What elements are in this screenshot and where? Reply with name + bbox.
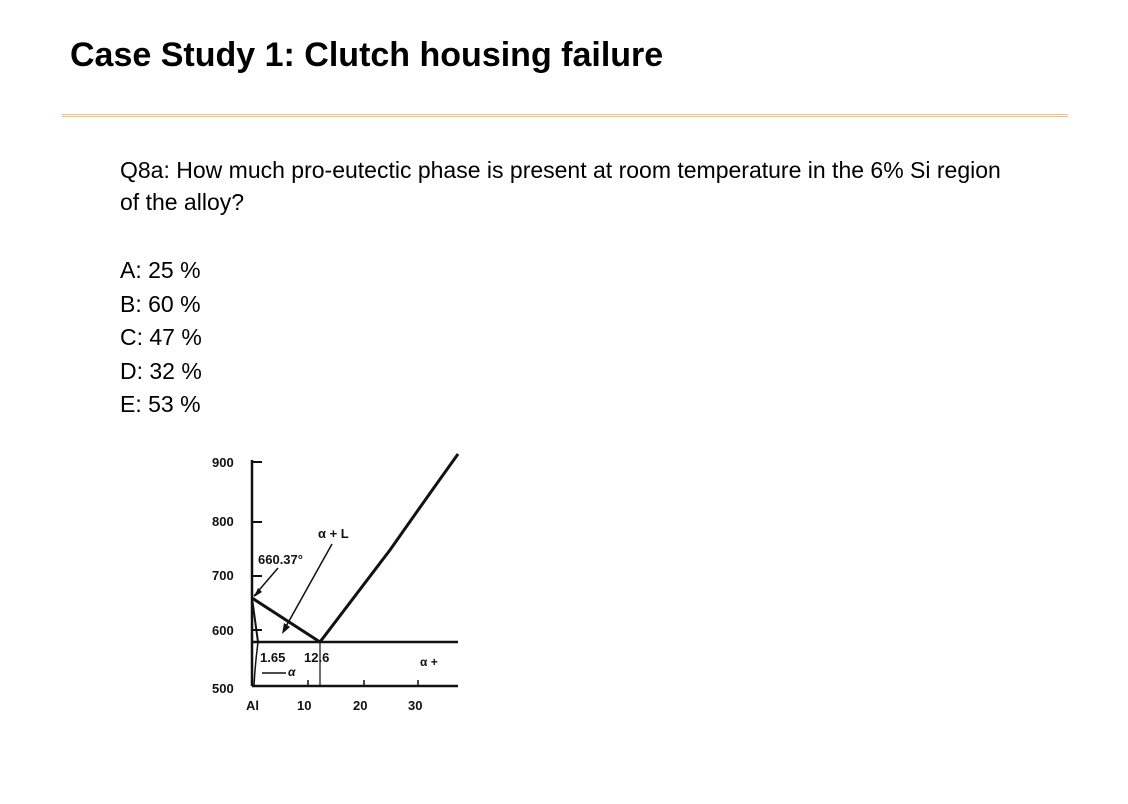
option-d: D: 32 % — [120, 357, 202, 384]
option-e: E: 53 % — [120, 391, 201, 417]
title-divider — [62, 114, 1068, 117]
al-si-phase-diagram: 900 800 700 600 500 Al 10 20 30 660.37° … — [212, 453, 460, 713]
liquidus-left — [251, 596, 321, 644]
option-b: B: 60 % — [120, 290, 201, 317]
x-label-10: 10 — [297, 698, 311, 713]
solvus-line — [253, 641, 259, 687]
melting-point-arrowhead — [254, 588, 262, 597]
option-a: A: 25 % — [120, 257, 201, 283]
label-alpha-plus: α + — [420, 655, 438, 669]
x-label-20: 20 — [353, 698, 367, 713]
y-label-800: 800 — [212, 514, 234, 529]
label-eutectic: 12.6 — [304, 650, 329, 665]
y-label-700: 700 — [212, 568, 234, 583]
y-label-600: 600 — [212, 623, 234, 638]
answer-options: A: 25 % B: 60 % C: 47 % D: 32 % E: 53 % — [120, 254, 202, 422]
slide-title: Case Study 1: Clutch housing failure — [70, 36, 664, 74]
label-solubility: 1.65 — [260, 650, 285, 665]
option-c: C: 47 % — [120, 324, 202, 350]
alpha-liquid-pointer — [283, 543, 333, 631]
y-label-900: 900 — [212, 455, 234, 470]
label-alpha: α — [288, 665, 296, 679]
question-text: Q8a: How much pro-eutectic phase is pres… — [120, 157, 1001, 215]
y-label-500: 500 — [212, 681, 234, 696]
label-alpha-liquid: α + L — [318, 526, 349, 541]
alpha-liquid-arrowhead — [282, 623, 290, 634]
x-label-al: Al — [246, 698, 259, 713]
solidus-line — [251, 597, 259, 643]
label-melting-point: 660.37° — [258, 552, 303, 567]
liquidus-right — [318, 453, 460, 643]
x-label-30: 30 — [408, 698, 422, 713]
